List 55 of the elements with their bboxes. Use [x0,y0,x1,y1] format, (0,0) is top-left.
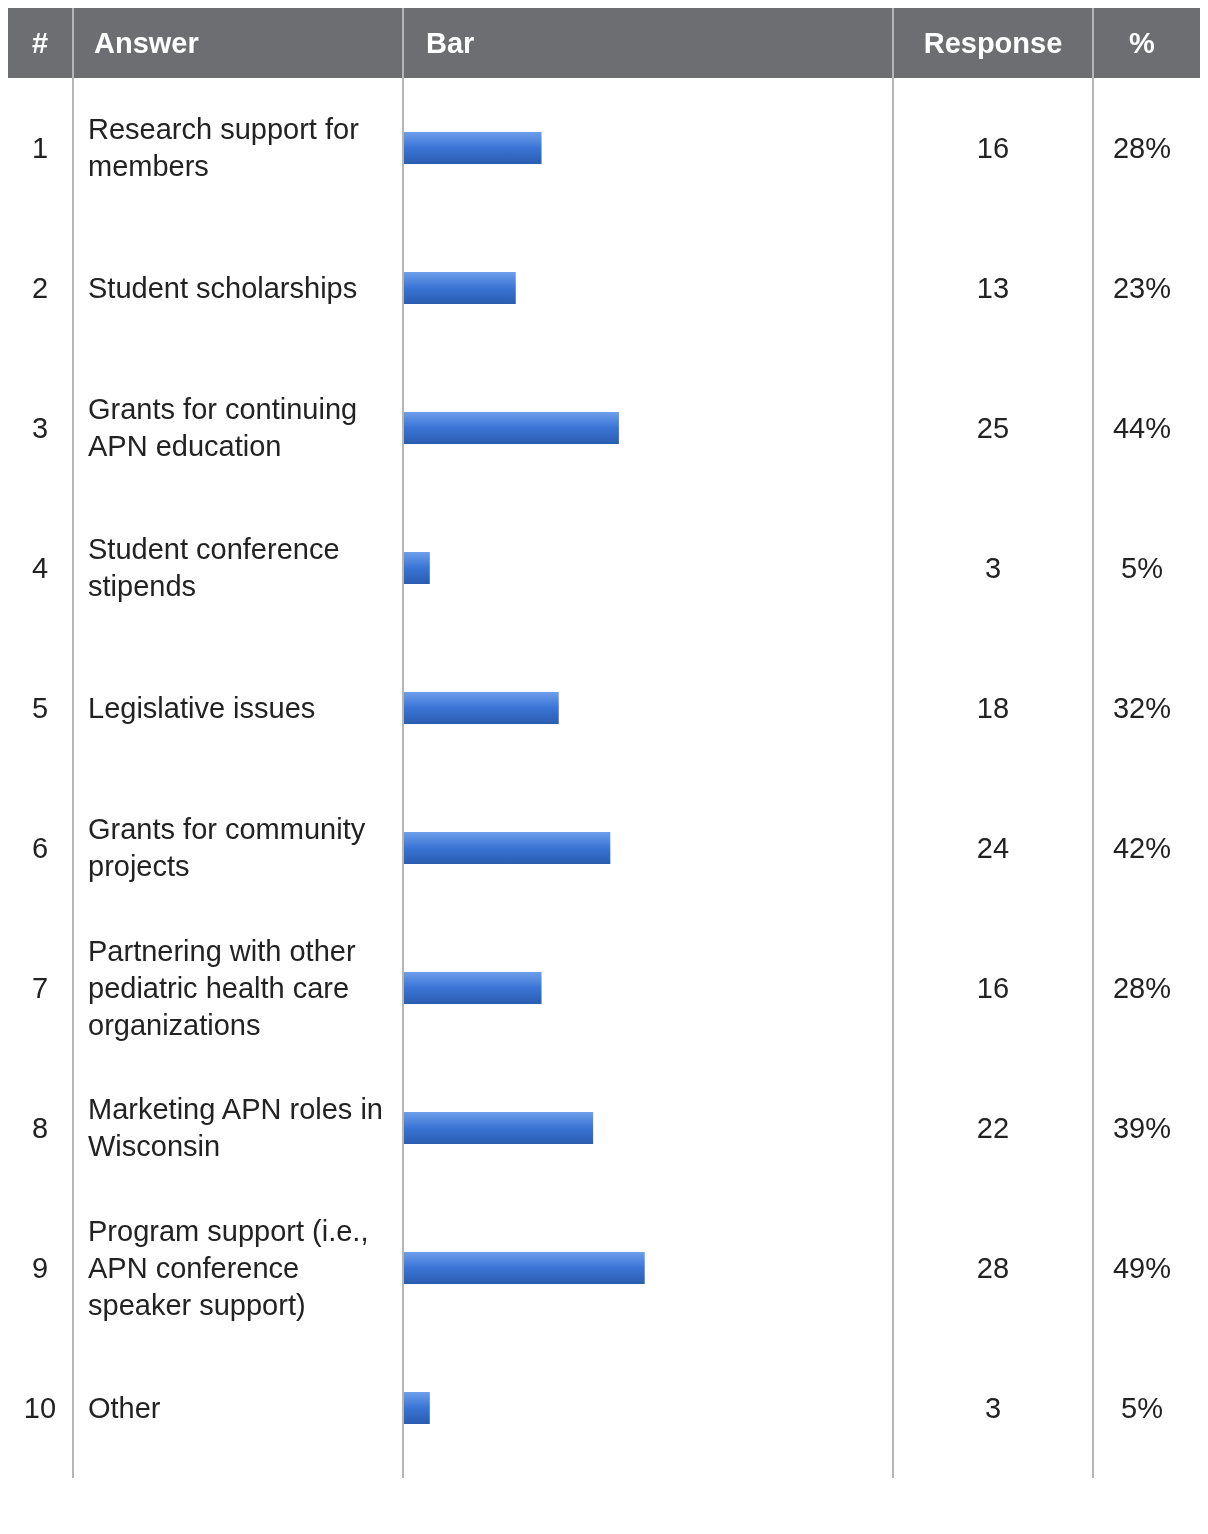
data-label: 16 [975,970,1011,1006]
text: 7 [30,970,50,1006]
text: 3 [30,410,50,446]
y-tick-label: Program support (i.e., APN conference speaker support) [87,1213,370,1323]
text: 23% [1111,270,1172,306]
text: 10 [22,1390,58,1426]
text: Response [894,8,1094,78]
y-tick-label: Partnering with other pediatric health care organizations [87,933,357,1043]
bar [404,1392,430,1424]
text: 28% [1111,970,1172,1006]
text: 39% [1111,1110,1172,1146]
text: 6 [30,830,50,866]
text: 9 [30,1250,50,1286]
data-label: 3 [983,1390,1003,1426]
y-tick-label: Student conference stipends [87,532,341,604]
bar [404,692,559,724]
bar [404,412,619,444]
y-tick-label: Grants for community projects [87,812,367,884]
data-label: 3 [983,550,1003,586]
bar [404,272,516,304]
text: 5 [30,690,50,726]
data-label: 25 [975,410,1011,446]
x-axis-title: Bar [404,8,894,78]
text: 44% [1111,410,1172,446]
bar [404,1252,645,1284]
data-label: 28 [975,1250,1011,1286]
y-tick-label: Other [87,1390,162,1426]
y-tick-label: Student scholarships [87,270,359,306]
y-tick-label: Grants for continuing APN education [87,392,359,464]
y-tick-label: Marketing APN roles in Wisconsin [87,1092,384,1164]
text: # [8,8,74,78]
data-label: 16 [975,130,1011,166]
data-label: 24 [975,830,1011,866]
text: 49% [1111,1250,1172,1286]
text: 32% [1111,690,1172,726]
bar [404,132,542,164]
text: 28% [1111,130,1172,166]
bar [404,1112,594,1144]
y-axis-title: Answer [74,8,404,78]
text: 4 [30,550,50,586]
y-tick-label: Legislative issues [87,690,317,726]
text: 5% [1120,550,1164,586]
data-label: 13 [975,270,1011,306]
text: 2 [30,270,50,306]
bar [404,972,542,1004]
y-tick-label: Research support for members [87,112,360,184]
text: 1 [30,130,50,166]
text: % [1128,25,1156,61]
text: 5% [1120,1390,1164,1426]
data-label: 18 [975,690,1011,726]
data-label: 22 [975,1110,1011,1146]
text: 8 [30,1110,50,1146]
text: 42% [1111,830,1172,866]
bar [404,832,611,864]
bar [404,552,430,584]
